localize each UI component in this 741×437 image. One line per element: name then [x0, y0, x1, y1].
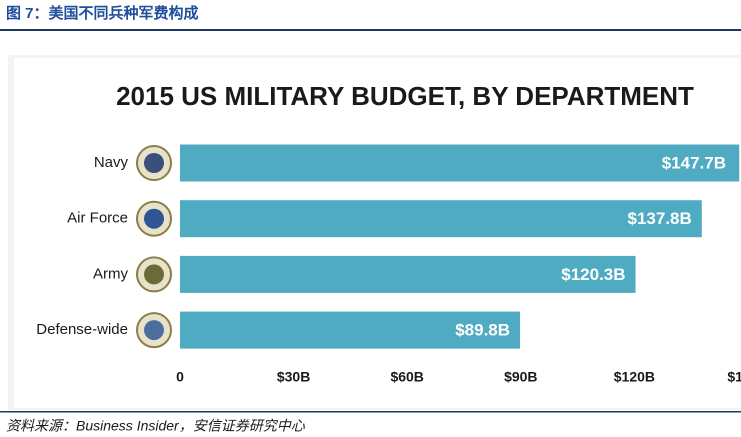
value-label: $120.3B	[561, 265, 625, 284]
category-label: Army	[93, 265, 128, 282]
x-tick-label: $60B	[390, 369, 423, 385]
value-label: $137.8B	[628, 209, 692, 228]
department-seal-inner	[144, 264, 164, 285]
header-rule	[0, 29, 741, 31]
value-label: $147.7B	[662, 153, 726, 172]
category-label: Defense-wide	[36, 321, 128, 338]
x-tick-label: $30B	[277, 369, 310, 385]
bar	[180, 255, 636, 293]
x-tick-label: $120B	[614, 369, 655, 385]
bar	[180, 144, 740, 182]
category-label: Air Force	[67, 210, 128, 227]
value-label: $89.8B	[455, 321, 510, 340]
chart-title: 2015 US MILITARY BUDGET, BY DEPARTMENT	[116, 81, 694, 111]
x-tick-label: 0	[176, 369, 184, 385]
bar	[180, 311, 521, 349]
department-seal-inner	[144, 153, 164, 173]
footer-rule	[0, 411, 741, 413]
department-seal-inner	[144, 208, 164, 229]
department-seal-inner	[144, 320, 164, 341]
x-tick-label: $150B	[727, 369, 741, 385]
x-tick-label: $90B	[504, 369, 537, 385]
category-label: Navy	[94, 154, 129, 171]
figure-title: 图 7：美国不同兵种军费构成	[6, 4, 199, 22]
source-note: 资料来源：Business Insider，安信证券研究中心	[6, 418, 306, 434]
bar	[180, 200, 702, 238]
